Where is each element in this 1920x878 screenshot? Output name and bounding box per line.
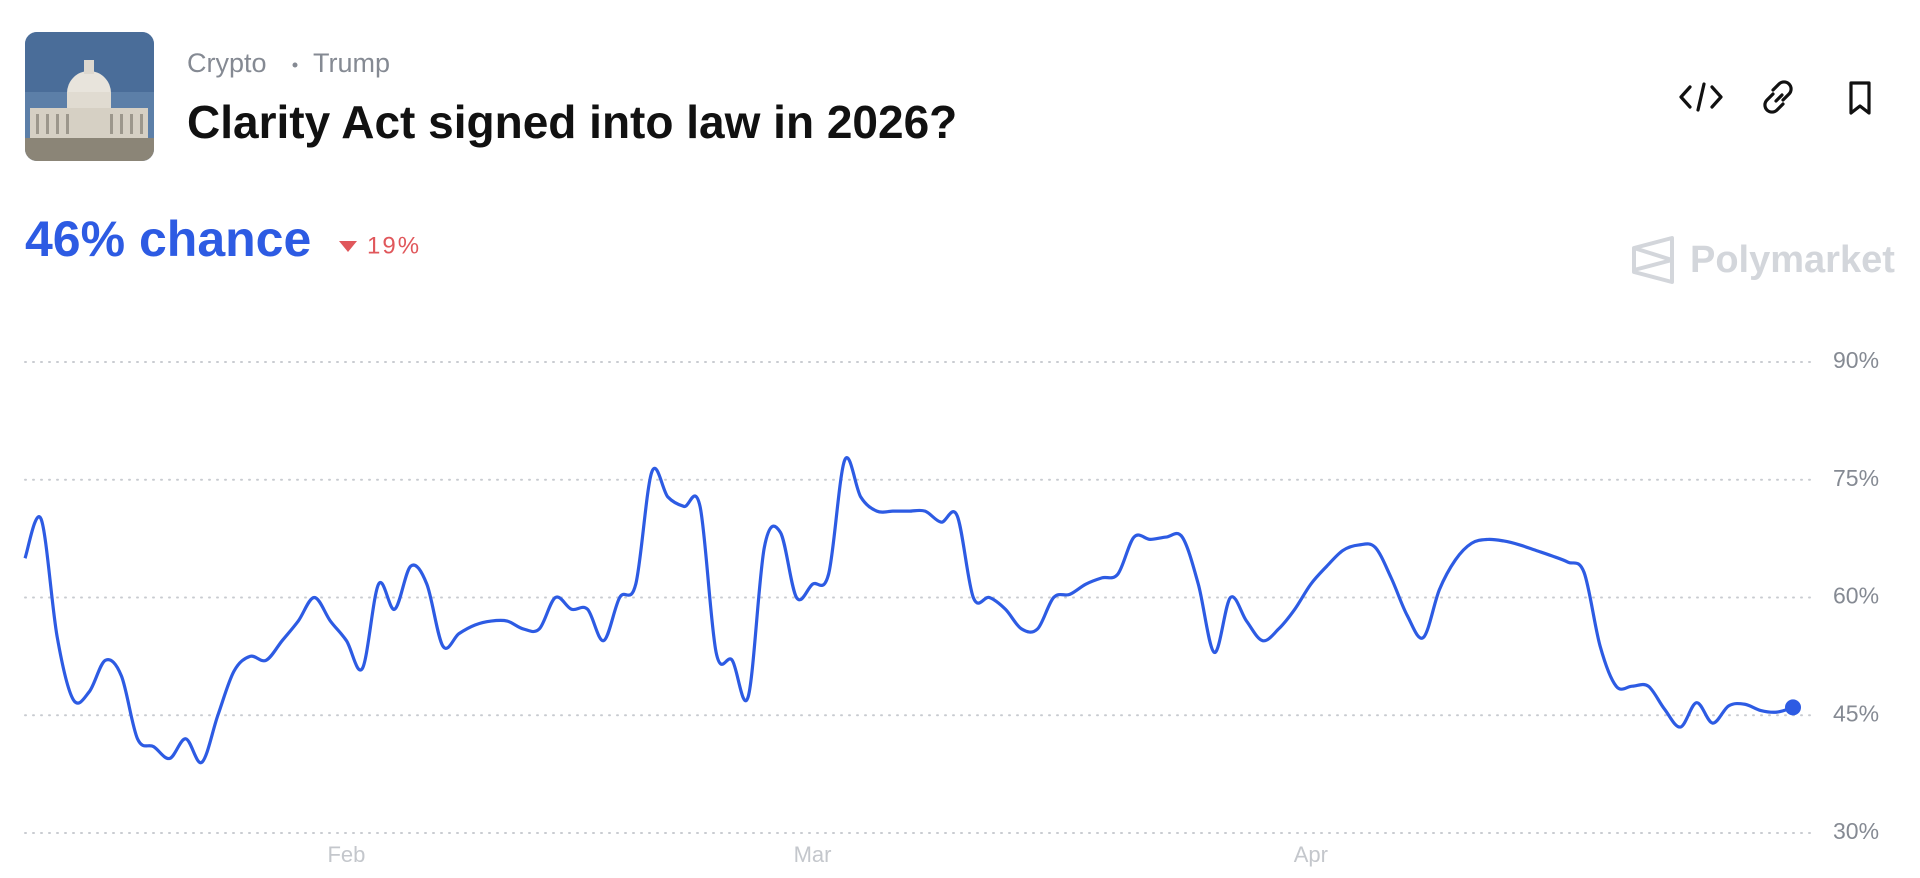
chart: 30% 45% 60% 75% 90% Feb Mar Apr [23,347,1879,867]
embed-button[interactable] [1679,82,1723,112]
change-down-icon [339,241,357,252]
price-line [23,456,1794,765]
probability: 46% chance [25,211,311,267]
market-image [25,32,154,161]
brand-logo [1632,236,1674,284]
copy-link-button[interactable] [1763,80,1793,114]
y-tick-label: 75% [1833,465,1879,491]
x-tick-label: Mar [794,842,832,867]
market-title: Clarity Act signed into law in 2026? [187,96,957,148]
brand-name: Polymarket [1690,239,1895,281]
separator [292,62,298,68]
x-tick-label: Apr [1294,842,1328,867]
tag-link[interactable]: Trump [313,48,390,78]
last-point [1785,699,1801,716]
y-tick-label: 90% [1833,347,1879,373]
y-tick-label: 30% [1833,818,1879,844]
x-tick-label: Feb [327,842,365,867]
y-tick-label: 60% [1833,583,1879,609]
y-tick-label: 45% [1833,700,1879,726]
change: 19% [367,232,421,259]
category-link[interactable]: Crypto [187,48,267,78]
bookmark-button[interactable] [1849,81,1871,115]
